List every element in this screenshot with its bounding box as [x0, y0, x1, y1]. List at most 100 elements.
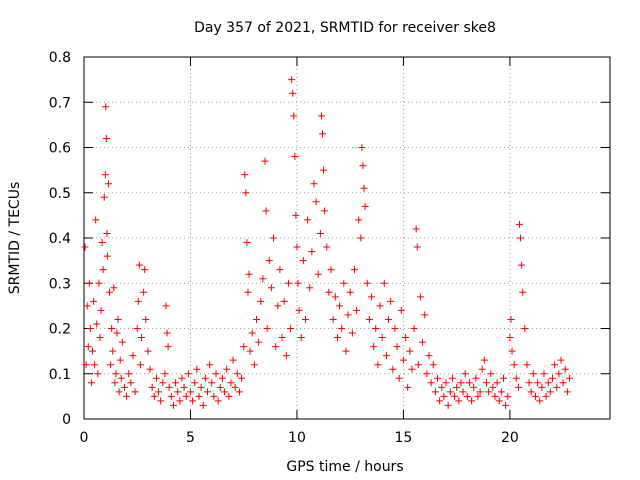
data-point [182, 392, 190, 400]
data-point [472, 374, 480, 382]
data-point [109, 347, 117, 355]
data-point [229, 356, 237, 364]
data-point [504, 392, 512, 400]
data-point [557, 356, 565, 364]
chart-title: Day 357 of 2021, SRMTID for receiver ske… [194, 20, 496, 36]
data-point [321, 207, 329, 215]
data-point [538, 383, 546, 391]
data-point [510, 361, 518, 369]
data-point [164, 343, 172, 351]
data-point [131, 388, 139, 396]
data-point [434, 374, 442, 382]
data-point [367, 293, 375, 301]
data-point [231, 383, 239, 391]
data-point [106, 288, 114, 296]
data-point [427, 379, 435, 387]
data-point [92, 216, 100, 224]
data-point [102, 103, 110, 111]
data-point [210, 392, 218, 400]
data-point [555, 370, 563, 378]
data-points [81, 76, 574, 409]
data-point [370, 343, 378, 351]
data-point [357, 234, 365, 242]
data-point [457, 379, 465, 387]
data-point [506, 334, 514, 342]
data-point [459, 388, 467, 396]
data-point [363, 279, 371, 287]
data-point [278, 334, 286, 342]
data-point [451, 392, 459, 400]
data-point [353, 306, 361, 314]
data-point [98, 239, 106, 247]
data-point [512, 374, 520, 382]
data-point [282, 352, 290, 360]
data-point [355, 216, 363, 224]
data-point [358, 144, 366, 151]
data-point [199, 401, 207, 409]
data-point [197, 383, 205, 391]
data-point [527, 388, 535, 396]
data-point [208, 379, 216, 387]
data-point [559, 379, 567, 387]
data-point [440, 392, 448, 400]
data-point [103, 229, 111, 237]
data-point [474, 392, 482, 400]
data-point [376, 302, 384, 310]
data-point [186, 388, 194, 396]
data-point [263, 325, 271, 332]
data-point [167, 392, 175, 400]
plot-frame [83, 56, 611, 420]
data-point [444, 401, 452, 409]
data-point [549, 374, 557, 382]
data-point [84, 343, 92, 351]
data-point [489, 383, 497, 391]
data-point [453, 383, 461, 391]
data-point [502, 401, 510, 409]
data-point [240, 343, 248, 351]
data-point [272, 343, 280, 351]
data-point [431, 388, 439, 396]
data-point [429, 361, 437, 369]
data-point [338, 325, 346, 332]
data-point [292, 211, 300, 219]
data-point [500, 374, 508, 382]
data-point [359, 162, 367, 170]
data-point [148, 383, 156, 391]
data-point [191, 379, 199, 387]
data-point [87, 379, 95, 387]
data-point [118, 338, 126, 346]
data-point [242, 189, 250, 197]
data-point [288, 76, 296, 84]
data-point [243, 239, 251, 247]
data-point [115, 388, 123, 396]
data-point [423, 370, 431, 378]
data-point [96, 334, 104, 342]
data-point [360, 184, 368, 192]
data-point [295, 306, 303, 314]
data-point [519, 288, 527, 296]
data-point [141, 266, 149, 274]
data-point [419, 338, 427, 346]
data-point [180, 383, 188, 391]
y-tick-label: 0.6 [49, 141, 71, 157]
data-point [340, 279, 348, 287]
data-point [206, 361, 214, 369]
data-point [491, 392, 499, 400]
data-point [107, 361, 115, 369]
data-point [103, 252, 111, 260]
data-point [165, 383, 173, 391]
data-point [461, 370, 469, 378]
data-point [227, 379, 235, 387]
data-point [176, 397, 184, 405]
data-point [159, 379, 167, 387]
data-point [157, 397, 165, 405]
data-point [414, 361, 422, 369]
data-point [252, 315, 260, 323]
data-point [299, 257, 307, 265]
data-point [235, 388, 243, 396]
data-point [125, 370, 133, 378]
data-point [425, 352, 433, 360]
data-point [306, 284, 314, 292]
data-point [116, 356, 124, 364]
data-point [111, 379, 119, 387]
